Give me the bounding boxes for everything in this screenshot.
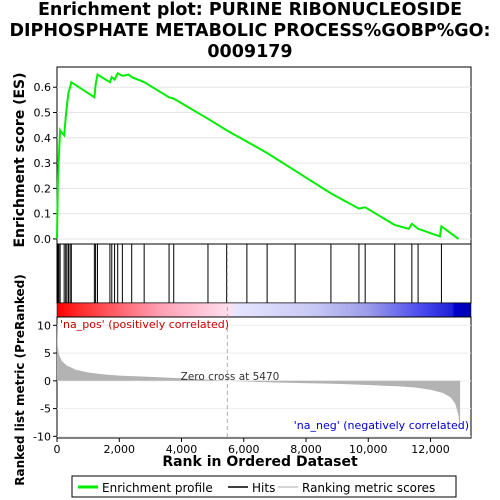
title-line-2: DIPHOSPHATE METABOLIC PROCESS%GOBP%GO: — [9, 21, 491, 41]
chart-title: Enrichment plot: PURINE RIBONUCLEOSIDE D… — [0, 0, 500, 63]
zero-cross-label: Zero cross at 5470 — [181, 371, 280, 383]
title-line-3: 0009179 — [207, 42, 293, 62]
ranking-panel: -10 -5 0 5 10 0 2,000 4,000 6,000 8,000 10,000 12,… — [13, 244, 472, 486]
legend: Enrichment profile Hits Ranking metric s… — [71, 475, 457, 498]
rank-xtick-label: 0 — [54, 443, 61, 456]
es-ytick-label: 0.6 — [34, 81, 52, 94]
es-ytick-label: 0.5 — [34, 107, 52, 120]
rank-ytick-label: 10 — [37, 319, 51, 332]
es-panel: 0.0 0.1 0.2 0.3 0.4 0.5 0.6 Enrichment score (… — [12, 66, 472, 248]
es-plot-frame — [56, 66, 472, 245]
ranking-y-axis-label: Ranked list metric (PreRanked) — [13, 274, 27, 486]
es-ytick-label: 0.4 — [34, 132, 52, 145]
heatmap-strip — [56, 302, 472, 318]
legend-label-hits: Hits — [252, 481, 275, 495]
rank-color-bar — [56, 302, 472, 318]
rank-ytick-label: -5 — [40, 403, 51, 416]
es-curve — [56, 71, 460, 240]
rank-ytick-label: 5 — [44, 347, 51, 360]
hits-frame — [56, 243, 472, 304]
rank-xtick-label: 10,000 — [349, 443, 388, 456]
es-ytick-label: 0.1 — [34, 208, 52, 221]
positive-correlation-label: 'na_pos' (positively correlated) — [60, 318, 229, 331]
x-axis-label: Rank in Ordered Dataset — [162, 454, 358, 470]
rank-xtick-label: 8,000 — [290, 443, 322, 456]
legend-label-es: Enrichment profile — [102, 481, 213, 495]
rank-xtick-label: 4,000 — [166, 443, 198, 456]
es-ytick-label: 0.3 — [34, 157, 52, 170]
rank-xtick-label: 12,000 — [411, 443, 450, 456]
es-ytick-label: 0.0 — [34, 233, 52, 246]
legend-label-ranking: Ranking metric scores — [302, 481, 435, 495]
es-ytick-label: 0.2 — [34, 182, 52, 195]
rank-ytick-label: -10 — [33, 430, 51, 443]
rank-ytick-label: 0 — [44, 375, 51, 388]
es-y-axis-label: Enrichment score (ES) — [12, 72, 28, 247]
hits-panel — [56, 243, 472, 304]
legend-box — [71, 475, 457, 498]
title-line-1: Enrichment plot: PURINE RIBONUCLEOSIDE — [37, 0, 463, 20]
rank-xtick-label: 6,000 — [228, 443, 260, 456]
rank-xtick-label: 2,000 — [104, 443, 136, 456]
negative-correlation-label: 'na_neg' (negatively correlated) — [294, 419, 469, 432]
